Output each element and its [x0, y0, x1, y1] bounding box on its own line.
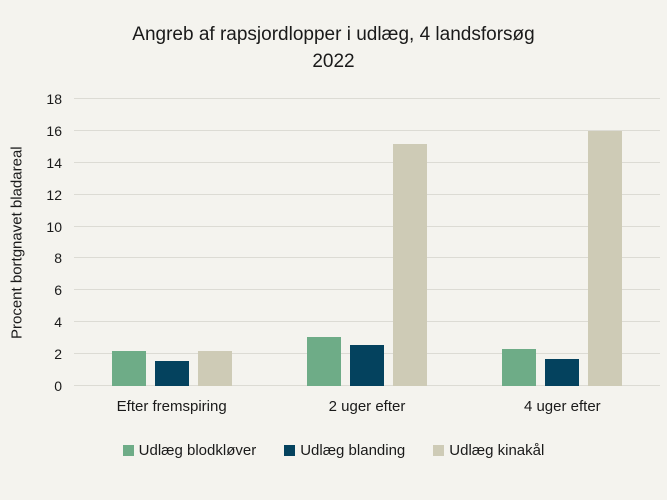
y-tick-label: 6: [54, 282, 62, 299]
bar: [349, 344, 384, 386]
bar: [502, 349, 537, 386]
y-tick-label: 14: [46, 154, 62, 171]
y-tick-label: 2: [54, 346, 62, 363]
legend-label: Udlæg blanding: [300, 442, 406, 459]
legend-swatch-icon: [433, 445, 445, 456]
y-axis-ticks: 0 2 4 6 8 10 12 14 16 18: [0, 92, 62, 393]
legend: Udlæg blodkløver Udlæg blanding Udlæg kina…: [0, 442, 667, 459]
gridline: [74, 98, 660, 99]
plot-area: [74, 98, 660, 386]
legend-item: Udlæg kinakål: [433, 442, 544, 459]
gridline: [74, 129, 660, 131]
gridline: [74, 321, 660, 323]
bar: [306, 336, 341, 386]
bar: [392, 143, 427, 386]
y-tick-label: 8: [54, 250, 62, 267]
bar: [111, 350, 146, 386]
gridline: [74, 225, 660, 227]
bar-group: [74, 99, 269, 386]
y-tick-label: 12: [46, 186, 62, 203]
chart-title: Angreb af rapsjordlopper i udlæg, 4 land…: [0, 21, 667, 75]
bar-groups: [74, 99, 660, 386]
x-axis-category-label: 4 uger efter: [523, 398, 601, 415]
y-tick-label: 10: [46, 218, 62, 235]
gridline: [74, 257, 660, 259]
legend-item: Udlæg blodkløver: [122, 442, 257, 459]
bar-group: [465, 99, 660, 386]
chart-title-line1: Angreb af rapsjordlopper i udlæg, 4 land…: [132, 24, 535, 45]
bar: [197, 350, 232, 386]
chart-title-line2: 2022: [312, 51, 355, 72]
legend-label: Udlæg blodkløver: [138, 442, 257, 459]
x-axis-category-label: Efter fremspiring: [116, 398, 227, 415]
legend-item: Udlæg blanding: [284, 442, 405, 459]
legend-swatch-icon: [284, 445, 296, 456]
x-axis-labels: Efter fremspiring 2 uger efter 4 uger efte…: [74, 398, 660, 415]
legend-swatch-icon: [122, 445, 134, 456]
x-axis-category-label: 2 uger efter: [328, 398, 406, 415]
legend-label: Udlæg kinakål: [449, 442, 545, 459]
bar: [545, 358, 580, 386]
gridline: [74, 161, 660, 163]
bar: [154, 360, 189, 386]
y-tick-label: 0: [54, 378, 62, 394]
bar-group: [269, 99, 464, 386]
y-tick-label: 16: [46, 122, 62, 139]
y-tick-label: 4: [54, 314, 62, 331]
bar: [588, 130, 623, 386]
gridline: [74, 289, 660, 291]
gridline: [74, 193, 660, 195]
y-tick-label: 18: [46, 91, 62, 107]
